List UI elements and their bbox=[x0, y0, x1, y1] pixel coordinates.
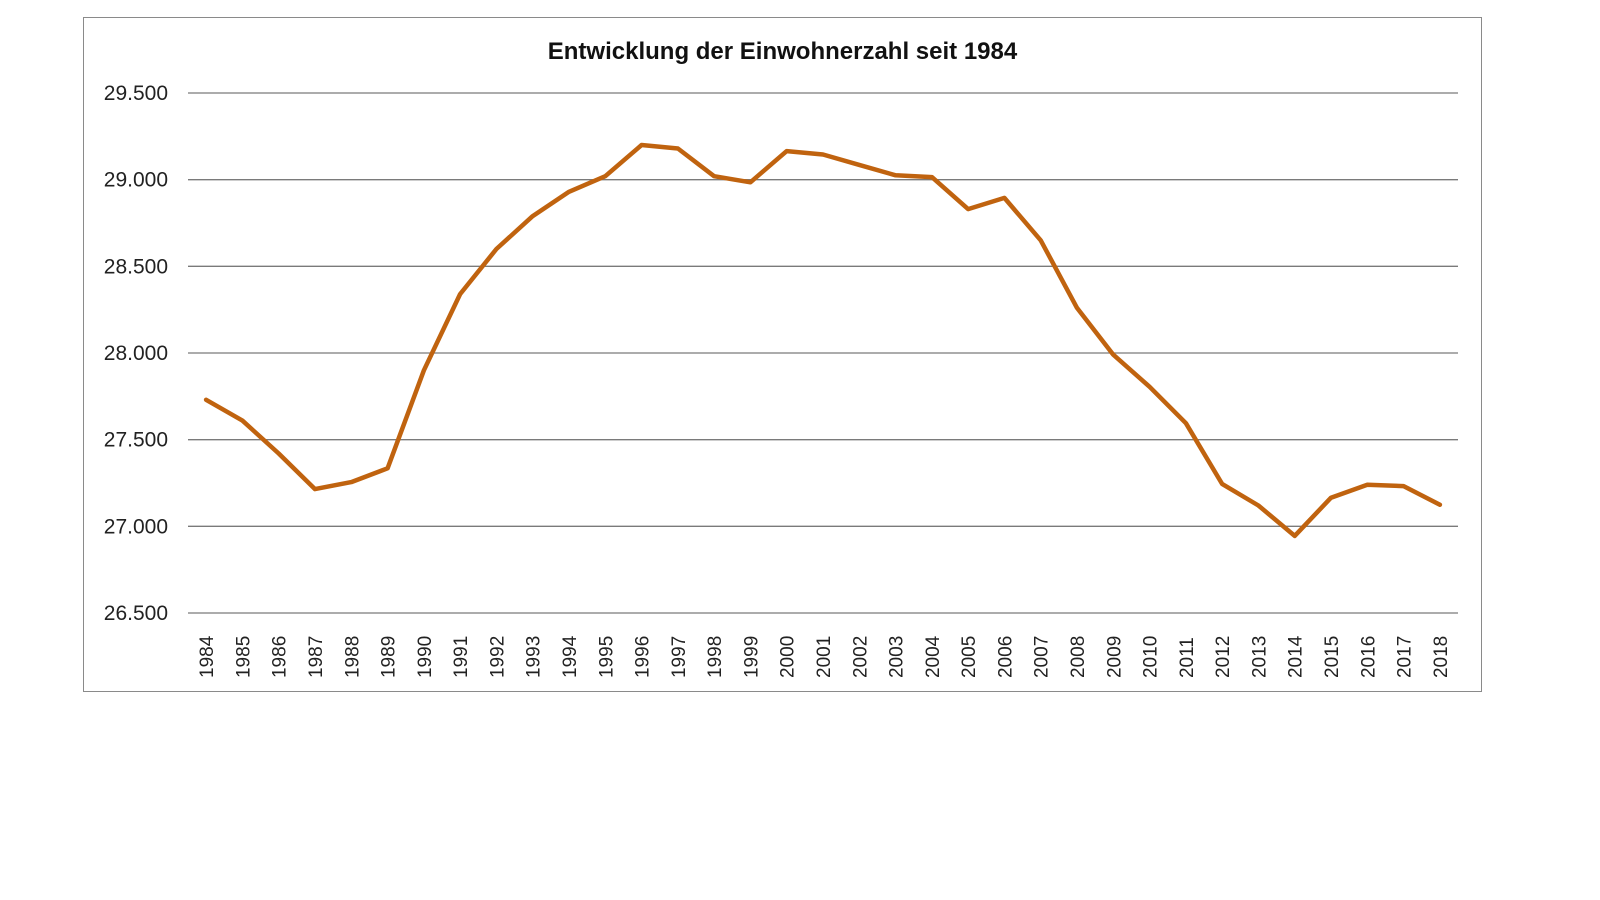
x-tick-label: 1994 bbox=[560, 635, 581, 678]
gridlines bbox=[188, 92, 1458, 614]
x-tick-label: 2005 bbox=[959, 636, 980, 678]
x-tick-label: 1990 bbox=[415, 636, 436, 678]
y-tick-label: 27.000 bbox=[104, 515, 168, 538]
x-tick-label: 2013 bbox=[1249, 636, 1270, 678]
x-tick-label: 2010 bbox=[1141, 636, 1162, 678]
x-tick-label: 2002 bbox=[850, 636, 871, 678]
x-tick-label: 2011 bbox=[1177, 637, 1198, 678]
y-tick-label: 29.000 bbox=[104, 169, 168, 192]
x-tick-label: 1995 bbox=[596, 636, 617, 678]
x-tick-label: 1991 bbox=[451, 636, 472, 678]
y-tick-label: 28.500 bbox=[104, 255, 168, 278]
x-tick-label: 1998 bbox=[705, 636, 726, 678]
x-tick-label: 1993 bbox=[524, 636, 545, 678]
x-tick-label: 1997 bbox=[669, 636, 690, 678]
x-tick-label: 2008 bbox=[1068, 636, 1089, 678]
x-tick-label: 1984 bbox=[197, 635, 218, 678]
x-tick-label: 1986 bbox=[270, 636, 291, 678]
x-tick-label: 2017 bbox=[1395, 636, 1416, 678]
x-tick-label: 2006 bbox=[995, 636, 1016, 678]
y-tick-label: 28.000 bbox=[104, 342, 168, 365]
x-tick-label: 2009 bbox=[1104, 636, 1125, 678]
y-tick-label: 26.500 bbox=[104, 602, 168, 625]
x-tick-label: 1988 bbox=[342, 636, 363, 678]
x-tick-label: 1992 bbox=[487, 636, 508, 678]
population-line bbox=[203, 142, 1443, 539]
x-tick-label: 1989 bbox=[379, 636, 400, 678]
chart-title: Entwicklung der Einwohnerzahl seit 1984 bbox=[547, 38, 1018, 65]
y-tick-label: 27.500 bbox=[104, 429, 168, 452]
chart-frame: Entwicklung der Einwohnerzahl seit 1984 bbox=[83, 17, 1482, 692]
x-tick-label: 2000 bbox=[778, 636, 799, 678]
y-axis-labels: 29.500 29.000 28.500 28.000 27.500 27.000 26.5… bbox=[104, 82, 168, 625]
x-tick-label: 2001 bbox=[814, 636, 835, 678]
x-tick-label: 1985 bbox=[233, 636, 254, 678]
y-tick-label: 29.500 bbox=[104, 82, 168, 105]
x-tick-label: 1987 bbox=[306, 636, 327, 678]
x-tick-label: 2004 bbox=[923, 635, 944, 678]
x-tick-label: 2016 bbox=[1358, 636, 1379, 678]
x-tick-label: 1996 bbox=[633, 636, 654, 678]
x-axis-labels: 1984 1985 1986 1987 1988 1989 1990 1991 1992 1993… bbox=[197, 635, 1452, 678]
x-tick-label: 2012 bbox=[1213, 636, 1234, 678]
x-tick-label: 2003 bbox=[887, 636, 908, 678]
x-tick-label: 2018 bbox=[1431, 636, 1452, 678]
x-tick-label: 2015 bbox=[1322, 636, 1343, 678]
x-tick-label: 2007 bbox=[1032, 636, 1053, 678]
x-tick-label: 1999 bbox=[741, 636, 762, 678]
x-tick-label: 2014 bbox=[1286, 635, 1307, 678]
